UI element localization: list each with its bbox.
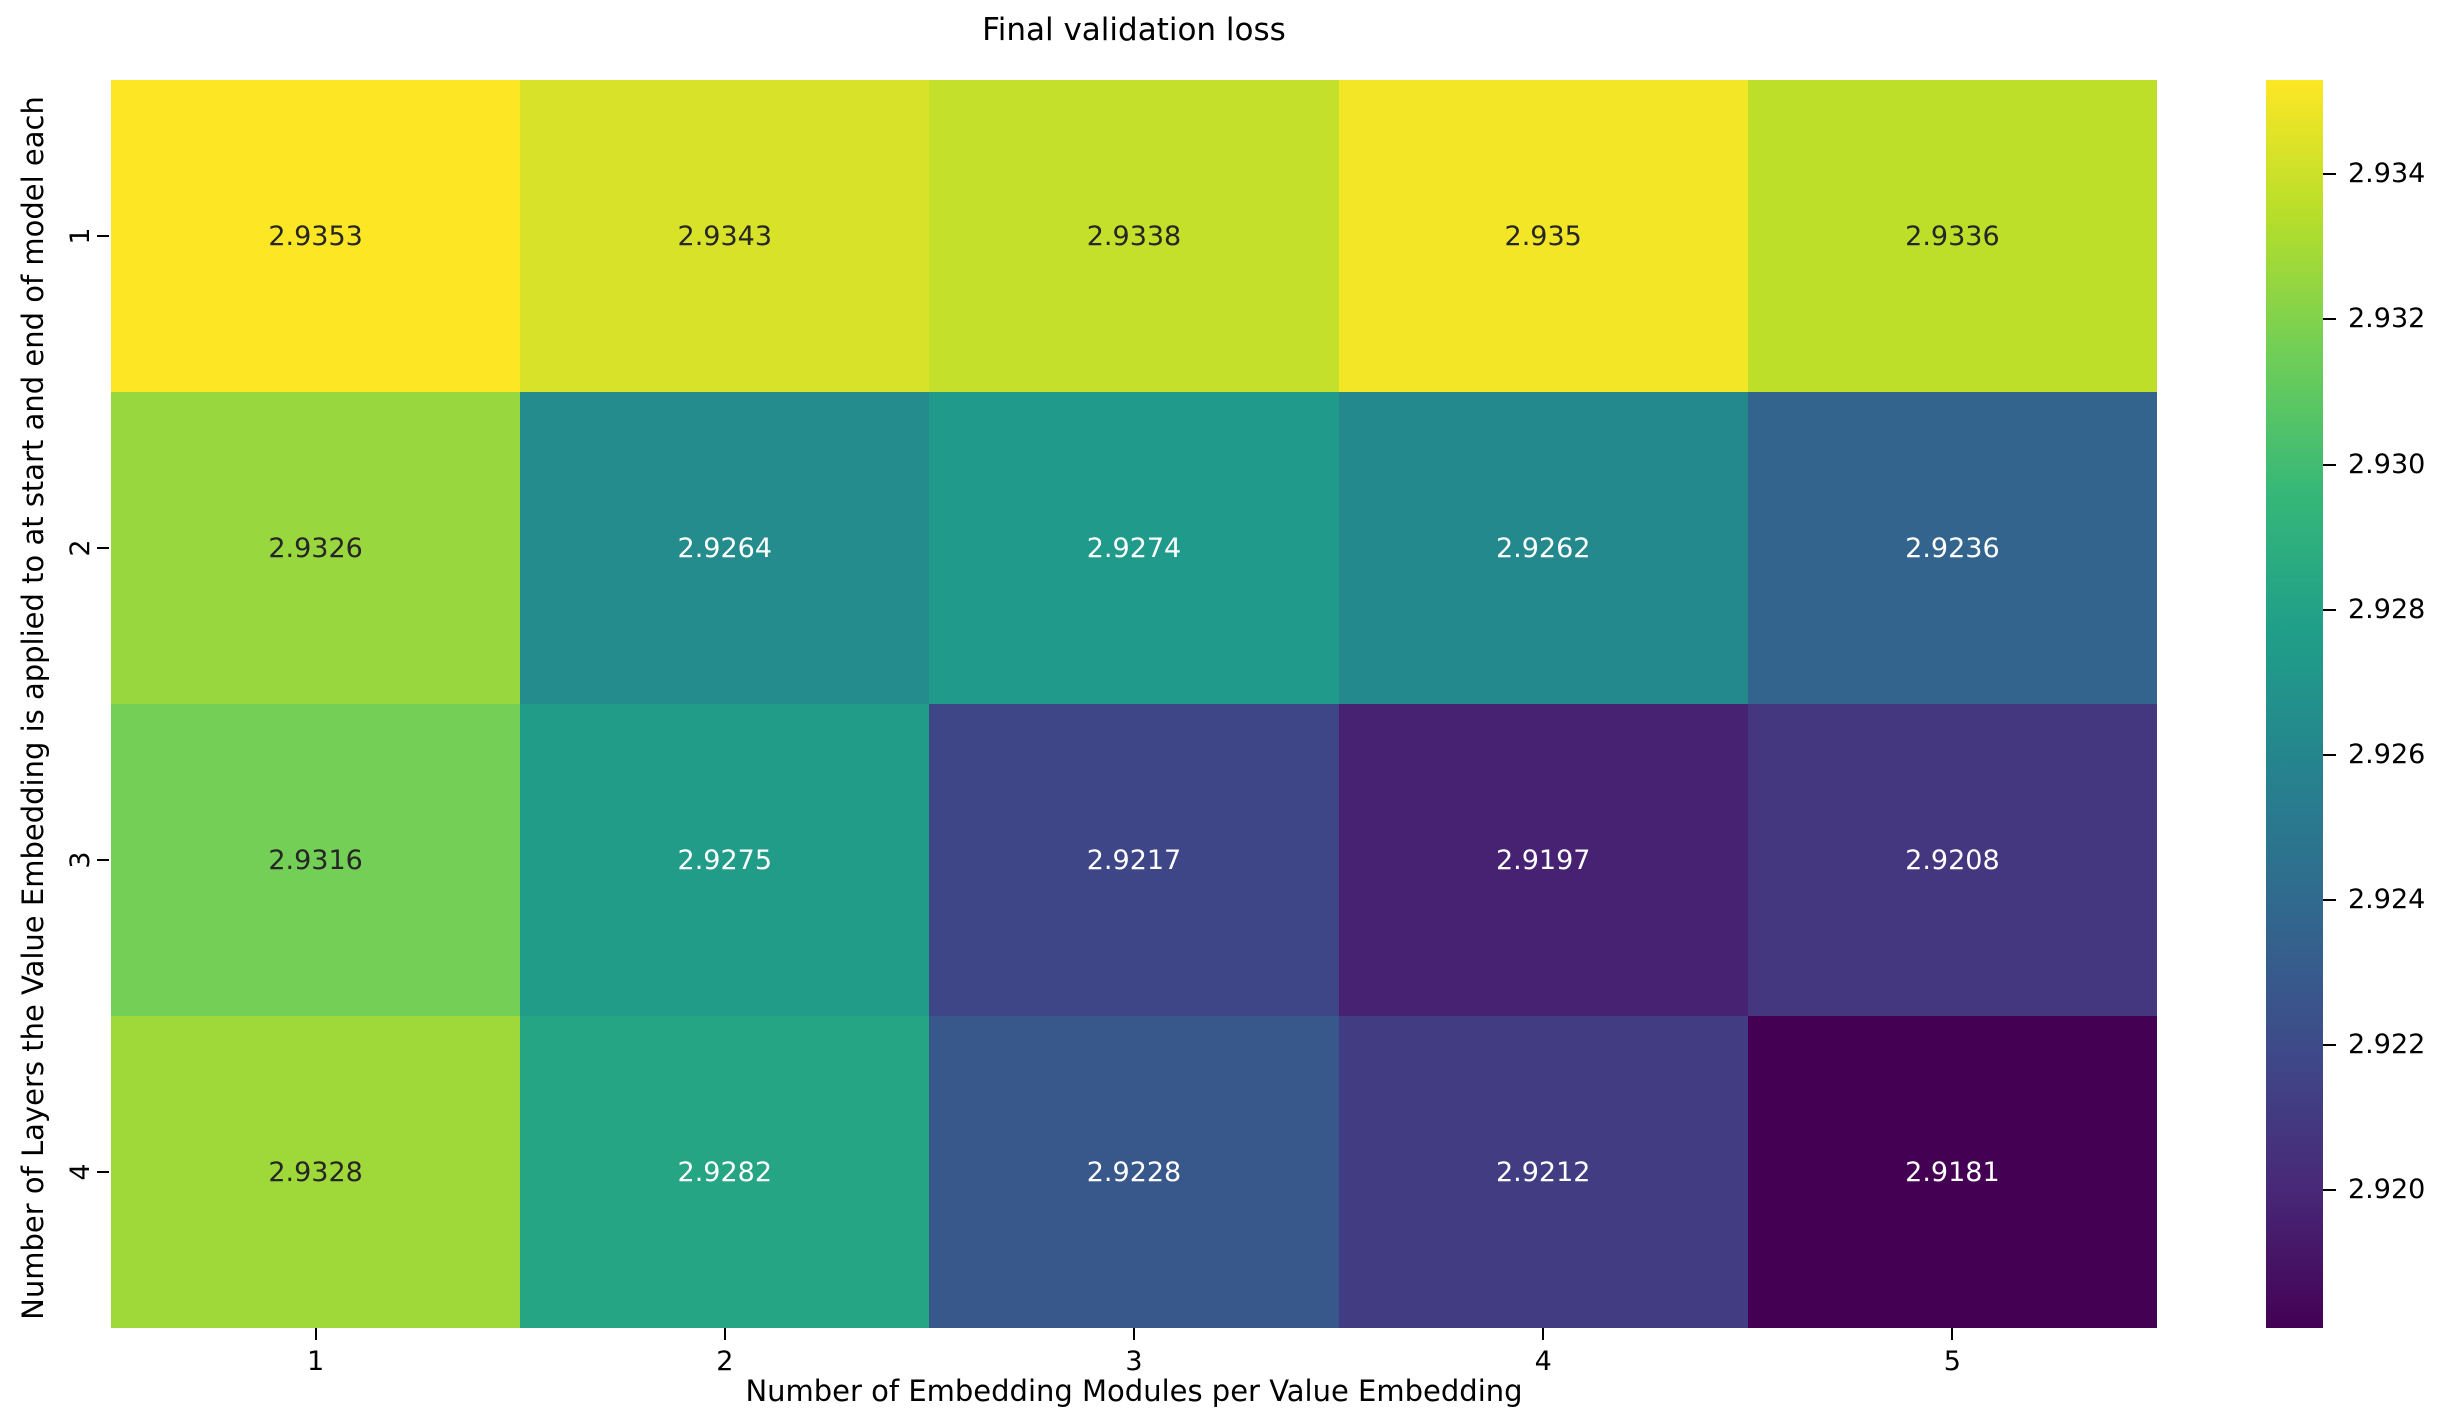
colorbar-tick-mark	[2323, 1189, 2336, 1192]
heatmap-cell-r3-c5: 2.9208	[1747, 704, 2157, 1016]
cell-annotation: 2.9316	[268, 844, 363, 876]
x-tick-mark	[1542, 1328, 1545, 1340]
colorbar-tick-mark	[2323, 173, 2336, 176]
cell-annotation: 2.9217	[1086, 844, 1182, 876]
x-tick-label: 4	[1534, 1346, 1552, 1377]
cell-annotation: 2.9264	[677, 532, 773, 564]
x-tick-mark	[314, 1328, 317, 1340]
x-tick-mark	[1133, 1328, 1135, 1340]
y-tick-mark	[97, 859, 109, 861]
y-tick-label: 2	[65, 539, 96, 557]
heatmap-cell-r4-c1: 2.9328	[111, 1016, 521, 1328]
heatmap-cell-r3-c4: 2.9197	[1338, 704, 1748, 1016]
heatmap-cell-r4-c2: 2.9282	[520, 1016, 930, 1328]
x-tick-mark	[723, 1328, 726, 1340]
heatmap-cell-r1-c5: 2.9336	[1747, 80, 2157, 392]
cell-annotation: 2.9353	[268, 220, 363, 252]
cell-annotation: 2.9208	[1905, 844, 2000, 876]
heatmap-cell-r3-c2: 2.9275	[520, 704, 930, 1016]
y-tick-mark	[97, 235, 109, 237]
colorbar-tick-mark	[2323, 1044, 2336, 1047]
cell-annotation: 2.9274	[1086, 532, 1182, 564]
colorbar-tick-label: 2.930	[2348, 448, 2426, 480]
x-tick-label: 1	[307, 1346, 325, 1377]
heatmap-cell-r2-c5: 2.9236	[1747, 392, 2157, 704]
heatmap-cell-r4-c4: 2.9212	[1338, 1016, 1748, 1328]
x-tick-mark	[1951, 1328, 1954, 1340]
colorbar-tick-label: 2.920	[2348, 1174, 2426, 1206]
heatmap-cell-r4-c3: 2.9228	[929, 1016, 1339, 1328]
y-tick-mark	[97, 547, 109, 549]
heatmap-cell-r1-c3: 2.9338	[929, 80, 1339, 392]
cell-annotation: 2.9181	[1905, 1156, 2000, 1188]
cell-annotation: 2.9197	[1495, 844, 1591, 876]
colorbar-tick-label: 2.924	[2348, 883, 2426, 915]
cell-annotation: 2.9212	[1495, 1156, 1591, 1188]
cell-annotation: 2.9236	[1905, 532, 2000, 564]
colorbar-tick-mark	[2323, 318, 2336, 321]
cell-annotation: 2.935	[1504, 220, 1582, 252]
x-axis-label: Number of Embedding Modules per Value Em…	[745, 1374, 1523, 1408]
colorbar	[2266, 80, 2323, 1328]
heatmap-cell-r2-c1: 2.9326	[111, 392, 521, 704]
heatmap-cell-r1-c4: 2.935	[1338, 80, 1748, 392]
cell-annotation: 2.9328	[268, 1156, 363, 1188]
cell-annotation: 2.9282	[677, 1156, 773, 1188]
colorbar-tick-label: 2.934	[2348, 158, 2426, 190]
heatmap-cell-r1-c1: 2.9353	[111, 80, 521, 392]
heatmap-cell-r4-c5: 2.9181	[1747, 1016, 2157, 1328]
y-tick-label: 4	[65, 1163, 96, 1181]
colorbar-tick-mark	[2323, 608, 2336, 611]
cell-annotation: 2.9338	[1086, 220, 1182, 252]
heatmap-cell-r2-c2: 2.9264	[520, 392, 930, 704]
heatmap-cell-r2-c4: 2.9262	[1338, 392, 1748, 704]
cell-annotation: 2.9228	[1086, 1156, 1182, 1188]
heatmap-cell-r3-c1: 2.9316	[111, 704, 521, 1016]
colorbar-tick-label: 2.932	[2348, 303, 2426, 335]
colorbar-tick-label: 2.926	[2348, 738, 2426, 770]
colorbar-tick-mark	[2323, 753, 2336, 756]
x-tick-label: 5	[1943, 1346, 1961, 1377]
cell-annotation: 2.9326	[268, 532, 363, 564]
cell-annotation: 2.9262	[1495, 532, 1591, 564]
y-tick-label: 3	[65, 851, 96, 869]
chart-title: Final validation loss	[982, 12, 1286, 48]
colorbar-tick-mark	[2323, 463, 2336, 466]
y-axis-label: Number of Layers the Value Embedding is …	[16, 96, 50, 1320]
heatmap-grid: 2.9353 2.9343 2.9338 2.935 2.9336 2.9326 2.926…	[111, 80, 2157, 1328]
y-tick-mark	[97, 1171, 109, 1173]
y-tick-label: 1	[65, 227, 96, 245]
colorbar-tick-mark	[2323, 898, 2336, 901]
x-tick-label: 3	[1125, 1346, 1143, 1377]
colorbar-tick-label: 2.922	[2348, 1029, 2426, 1061]
colorbar-tick-label: 2.928	[2348, 593, 2426, 625]
heatmap-cell-r2-c3: 2.9274	[929, 392, 1339, 704]
heatmap-cell-r3-c3: 2.9217	[929, 704, 1339, 1016]
cell-annotation: 2.9336	[1905, 220, 2000, 252]
x-tick-label: 2	[716, 1346, 734, 1377]
cell-annotation: 2.9343	[677, 220, 773, 252]
heatmap-cell-r1-c2: 2.9343	[520, 80, 930, 392]
cell-annotation: 2.9275	[677, 844, 773, 876]
